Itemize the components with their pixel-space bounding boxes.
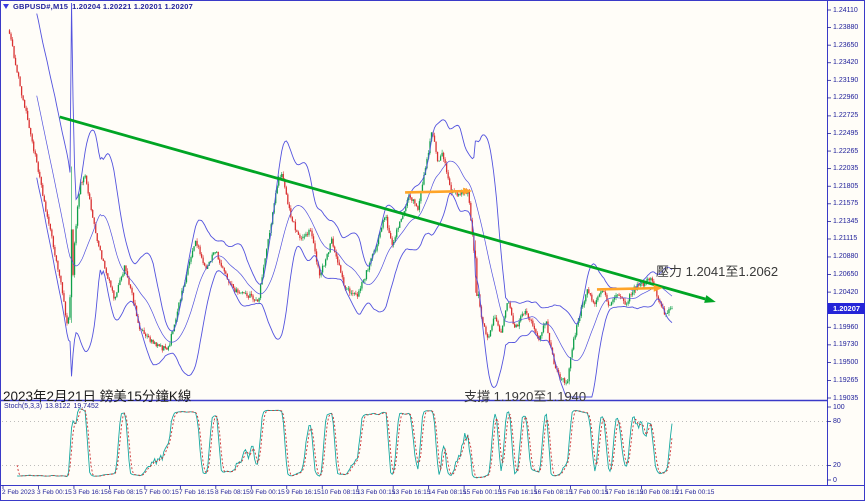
price-axis-label: 1.21115 <box>833 235 858 242</box>
time-axis-label: 7 Feb 16:15 <box>179 489 214 496</box>
date-annotation[interactable]: 2023年2月21日 鎊美15分鐘K線 <box>3 389 192 404</box>
current-price-tag: 1.20207 <box>828 303 865 314</box>
bear-candle-wicks <box>9 29 665 386</box>
price-axis-label: 1.21805 <box>833 183 859 190</box>
resistance-arrow-2[interactable] <box>596 286 654 291</box>
resistance-arrow-1[interactable] <box>405 189 464 194</box>
price-axis-label: 1.19500 <box>833 359 859 366</box>
time-axis-label: 13 Feb 16:15 <box>392 489 431 496</box>
price-axis-label: 1.21575 <box>833 200 859 207</box>
stoch-d-value: 19.7452 <box>73 403 99 410</box>
price-axis-label: 1.22960 <box>833 94 859 101</box>
price-axis-label: 1.20420 <box>833 289 859 296</box>
price-axis-label: 1.19265 <box>833 377 859 384</box>
price-axis-label: 1.20880 <box>833 253 859 260</box>
time-axis-label: 8 Feb 08:15 <box>215 489 250 496</box>
window-marker-icon <box>3 4 9 9</box>
time-axis[interactable]: 2 Feb 2023 3 Feb 00:15 3 Feb 16:15 6 Feb 08… <box>0 486 865 501</box>
chart-title: GBPUSD#,M15 1.20204 1.20221 1.20201 1.202… <box>13 2 197 11</box>
price-axis-label: 1.22265 <box>833 148 859 155</box>
stoch-k-value: 13.8122 <box>45 403 71 410</box>
time-axis-label: 10 Feb 08:15 <box>321 489 360 496</box>
time-axis-label: 15 Feb 16:15 <box>499 489 538 496</box>
stoch-axis-label: 100 <box>833 404 845 411</box>
bull-candle-bodies <box>67 132 673 384</box>
price-axis[interactable]: 1.20207 1.24110 1.23880 1.23650 1.23420 1.23… <box>828 0 865 485</box>
price-axis-label: 1.22495 <box>833 130 859 137</box>
stoch-axis-label: 80 <box>833 418 841 425</box>
price-axis-label: 1.19035 <box>833 395 859 402</box>
time-axis-label: 14 Feb 08:15 <box>428 489 467 496</box>
price-axis-label: 1.19960 <box>833 324 859 331</box>
time-axis-label: 7 Feb 00:15 <box>144 489 179 496</box>
trendline[interactable] <box>59 115 706 301</box>
time-axis-label: 2 Feb 2023 <box>2 489 35 496</box>
time-axis-label: 21 Feb 00:15 <box>676 489 715 496</box>
price-axis-label: 1.22725 <box>833 112 859 119</box>
stoch-d-line <box>16 408 673 479</box>
stoch-axis-label: 20 <box>833 462 841 469</box>
bull-candle-wicks <box>68 132 673 386</box>
bollinger-upper-band <box>36 2 673 332</box>
ohlc-values: 1.20204 1.20221 1.20201 1.20207 <box>72 2 194 11</box>
time-axis-label: 13 Feb 00:15 <box>357 489 396 496</box>
time-axis-label: 17 Feb 16:15 <box>605 489 644 496</box>
price-axis-label: 1.20650 <box>833 271 859 278</box>
resistance-arrow-1-head[interactable] <box>463 187 473 195</box>
trendline-head[interactable] <box>704 295 716 303</box>
price-axis-label: 1.23880 <box>833 24 859 31</box>
time-axis-label: 3 Feb 16:15 <box>73 489 108 496</box>
time-axis-label: 3 Feb 00:15 <box>37 489 72 496</box>
resistance-arrow-2-head[interactable] <box>653 284 663 292</box>
symbol-period-label: GBPUSD#,M15 <box>13 2 69 11</box>
price-axis-label: 1.23650 <box>833 42 859 49</box>
price-axis-label: 1.24110 <box>833 7 858 14</box>
price-axis-label: 1.23420 <box>833 59 859 66</box>
stoch-name: Stoch(5,3,3) <box>4 403 43 410</box>
time-axis-label: 20 Feb 08:15 <box>640 489 679 496</box>
time-axis-label: 15 Feb 00:15 <box>463 489 502 496</box>
time-axis-label: 16 Feb 08:15 <box>534 489 573 496</box>
price-axis-label: 1.23190 <box>833 77 859 84</box>
time-axis-label: 17 Feb 00:15 <box>570 489 609 496</box>
bollinger-middle-band <box>36 95 673 362</box>
support-annotation[interactable]: 支撐 1.1920至1.1940 <box>464 389 587 404</box>
time-axis-label: 6 Feb 08:15 <box>108 489 143 496</box>
stoch-indicator-label: Stoch(5,3,3) 13.8122 19.7452 <box>4 403 102 410</box>
price-axis-label: 1.19730 <box>833 341 859 348</box>
resistance-annotation[interactable]: 壓力 1.2041至1.2062 <box>656 264 779 279</box>
bear-candle-bodies <box>8 30 666 384</box>
price-axis-label: 1.21345 <box>833 218 859 225</box>
stoch-axis-label: 0 <box>833 477 837 484</box>
bollinger-lower-band <box>36 177 673 398</box>
price-axis-label: 1.22035 <box>833 165 859 172</box>
time-axis-label: 9 Feb 16:15 <box>286 489 321 496</box>
time-axis-label: 9 Feb 00:15 <box>250 489 285 496</box>
stoch-k-line <box>17 408 673 479</box>
